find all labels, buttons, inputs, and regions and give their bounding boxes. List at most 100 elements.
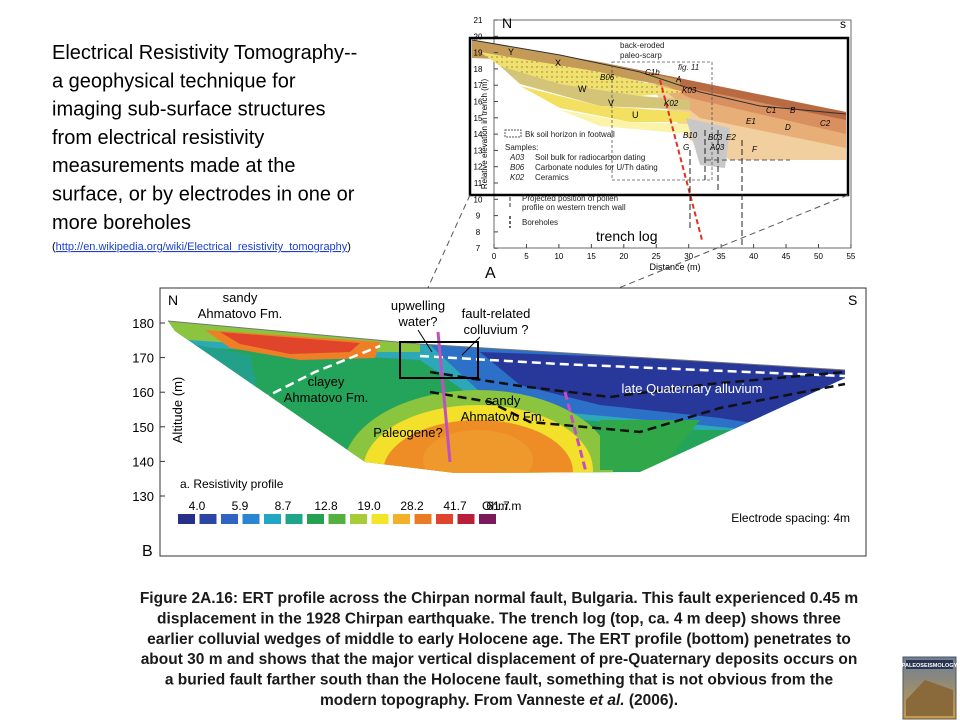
detail-box <box>611 61 713 181</box>
x-tick-label: 55 <box>846 252 855 261</box>
y-tick-label: 160 <box>132 385 154 400</box>
unit-label: U <box>632 110 639 120</box>
y-tick-label: 15 <box>474 114 483 123</box>
legend-text: Samples: <box>505 143 538 152</box>
caption-line: displacement in the 1928 Chirpan earthqu… <box>157 610 841 627</box>
x-axis-label: Distance (m) <box>649 262 700 272</box>
x-tick-label: 5 <box>524 252 529 261</box>
description-line: a geophysical technique for <box>52 70 296 92</box>
y-tick-label: 140 <box>132 454 154 469</box>
legend-code: K02 <box>510 173 525 182</box>
caption-line: Figure 2A.16: ERT profile across the Chi… <box>140 590 858 607</box>
annotation: clayey <box>308 374 345 389</box>
caption-text: modern topography. From Vanneste <box>320 692 589 709</box>
scale-label: 5.9 <box>232 499 249 513</box>
annotation: late Quaternary alluvium <box>622 381 763 396</box>
y-tick-label: 7 <box>476 244 481 253</box>
x-tick-label: 30 <box>684 252 693 261</box>
x-tick-label: 40 <box>749 252 758 261</box>
unit-label: A <box>675 75 681 84</box>
y-axis-label: Altitude (m) <box>170 377 185 443</box>
y-tick-label: 14 <box>474 130 483 139</box>
scale-label: 19.0 <box>357 499 381 513</box>
description-line: more boreholes <box>52 212 191 234</box>
scale-label: 61.7 <box>486 499 510 513</box>
scale-label: 4.0 <box>189 499 206 513</box>
north: N <box>502 15 512 31</box>
book-title: PALEOSEISMOLOGY <box>902 663 958 669</box>
scale-label: 41.7 <box>443 499 467 513</box>
description: Electrical Resistivity Tomography-- a geo… <box>52 42 357 234</box>
electrode-spacing: Electrode spacing: 4m <box>731 511 850 525</box>
paren: ) <box>347 241 351 253</box>
x-tick-label: 25 <box>652 252 661 261</box>
unit-label: C2 <box>820 119 831 128</box>
y-tick-label: 8 <box>476 228 481 237</box>
x-tick-label: 0 <box>492 252 497 261</box>
caption-line: a buried fault farther south than the Ho… <box>165 672 834 689</box>
trench-log-label: trench log <box>596 228 657 244</box>
link-line: (http://en.wikipedia.org/wiki/Electrical… <box>52 241 351 253</box>
fault-line <box>563 391 588 473</box>
scale-swatch <box>242 514 260 524</box>
caption-line: modern topography. From Vanneste et al. … <box>320 692 678 709</box>
panel-letter: A <box>485 265 496 282</box>
scale-swatch <box>178 514 195 524</box>
scale-swatch <box>414 514 432 524</box>
annotation: Ahmatovo Fm. <box>284 390 369 405</box>
scale-swatch <box>436 514 453 524</box>
y-tick-label: 12 <box>474 163 483 172</box>
scarp-label: back-eroded <box>620 41 664 50</box>
scale-swatch <box>393 514 410 524</box>
legend-text: Bk soil horizon in footwall <box>525 130 615 139</box>
scale-label: 12.8 <box>314 499 338 513</box>
x-tick-label: 20 <box>619 252 628 261</box>
figure-b-ticks: 180 170 160 150 140 130 <box>132 316 165 504</box>
fault-line <box>436 331 452 463</box>
caption-text: (2006). <box>625 692 678 709</box>
annotation: sandy <box>223 290 258 305</box>
scale-swatch <box>479 514 496 524</box>
description-line: surface, or by electrodes in one or <box>52 184 355 206</box>
y-tick-label: 150 <box>132 420 154 435</box>
pointer <box>461 336 481 356</box>
unit-label: V <box>608 98 614 108</box>
description-line: Electrical Resistivity Tomography-- <box>52 42 357 64</box>
unit-label: E1 <box>746 117 756 126</box>
unit-label: E2 <box>726 133 736 142</box>
panel-letter: B <box>142 543 153 560</box>
caption-text: et al. <box>589 692 624 709</box>
scale-swatch <box>328 514 346 524</box>
legend-text: profile on western trench wall <box>522 203 626 212</box>
legend-text: Ceramics <box>535 173 569 182</box>
south: S <box>848 292 857 308</box>
annotation: Ahmatovo Fm. <box>461 409 546 424</box>
annotation: fault-related <box>462 306 531 321</box>
y-tick-label: 18 <box>474 65 483 74</box>
description-line: from electrical resistivity <box>52 127 264 149</box>
link[interactable]: http://en.wikipedia.org/wiki/Electrical_… <box>56 241 348 253</box>
legend-code: A03 <box>509 153 525 162</box>
scarp-label: paleo-scarp <box>620 51 662 60</box>
x-tick-label: 50 <box>814 252 823 261</box>
description-line: measurements made at the <box>52 155 295 177</box>
y-tick-label: 130 <box>132 489 154 504</box>
boundary-line <box>419 354 846 378</box>
scale-swatch <box>199 514 217 524</box>
y-tick-label: 19 <box>474 49 483 58</box>
annotation: water? <box>397 314 437 329</box>
annotation: upwelling <box>391 298 445 313</box>
y-tick-label: 20 <box>474 32 483 41</box>
connector <box>401 194 471 346</box>
annotation: colluvium ? <box>463 322 528 337</box>
boundary-line <box>179 344 381 424</box>
scale-swatch <box>457 514 475 524</box>
trench-layers <box>471 39 847 168</box>
unit-label: W <box>578 84 587 94</box>
legend-code: B06 <box>510 163 525 172</box>
